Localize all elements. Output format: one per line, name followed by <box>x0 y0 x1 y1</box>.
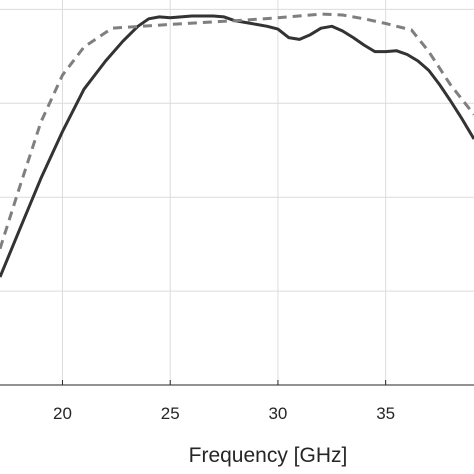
series-group <box>0 12 474 278</box>
x-axis-title: Frequency [GHz] <box>189 444 348 467</box>
grid-lines <box>0 0 474 385</box>
x-tick-label-1: 25 <box>161 404 180 423</box>
x-tick-label-0: 20 <box>53 404 72 423</box>
series-line-1-dashed <box>0 12 474 250</box>
x-axis-ticks: 20 25 30 35 <box>53 380 395 423</box>
x-tick-label-3: 35 <box>376 404 395 423</box>
x-tick-label-2: 30 <box>268 404 287 423</box>
series-line-0-solid <box>0 14 474 278</box>
